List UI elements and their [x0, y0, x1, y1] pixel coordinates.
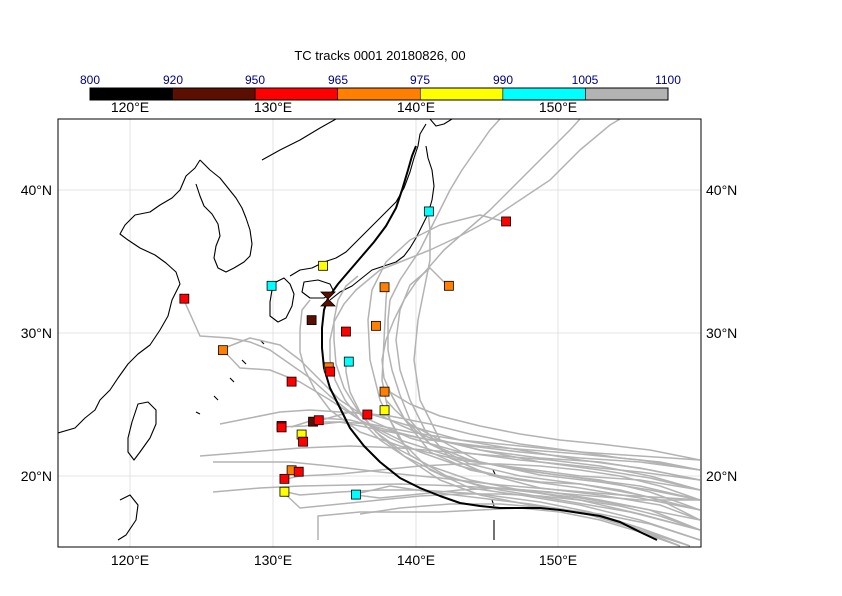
colorbar-label: 975: [410, 73, 430, 87]
colorbar-label: 1005: [572, 73, 599, 87]
track-end-marker: [379, 405, 390, 416]
track-end-marker: [298, 436, 308, 447]
track-end-marker: [266, 280, 277, 291]
track-end-marker: [218, 345, 228, 356]
right-tick-label: 20°N: [706, 468, 737, 484]
track-end-marker: [379, 282, 390, 293]
track-end-marker: [362, 409, 373, 420]
track-end-markers: [179, 206, 511, 500]
track-end-marker: [179, 293, 190, 304]
colorbar-label: 990: [493, 73, 513, 87]
map-area: [58, 119, 701, 547]
track-end-marker: [371, 320, 381, 331]
main-forecast-track: [321, 145, 658, 541]
ensemble-tracks: [182, 119, 701, 547]
axis-labels: 120°E 130°E 140°E 150°E 120°E 130°E 140°…: [21, 99, 738, 568]
track-end-marker: [286, 376, 297, 387]
bottom-tick-label: 130°E: [254, 552, 292, 568]
left-tick-label: 20°N: [21, 468, 52, 484]
track-end-marker: [443, 280, 454, 291]
track-end-marker: [318, 260, 328, 271]
track-end-marker: [343, 356, 354, 367]
track-end-marker: [379, 386, 390, 397]
left-tick-label: 40°N: [21, 182, 52, 198]
track-end-marker: [351, 489, 361, 500]
track-end-marker: [501, 216, 511, 227]
current-position-marker: [320, 291, 336, 307]
top-tick-label: 120°E: [111, 99, 149, 115]
left-tick-label: 30°N: [21, 325, 52, 341]
bottom-tick-label: 140°E: [397, 552, 435, 568]
top-tick-label: 130°E: [254, 99, 292, 115]
track-end-marker: [279, 486, 290, 497]
track-end-marker: [276, 422, 287, 433]
map-frame: [57, 118, 702, 548]
colorbar-label: 950: [245, 73, 265, 87]
colorbar-label: 800: [80, 73, 100, 87]
colorbar-segment: [585, 87, 669, 101]
right-tick-label: 30°N: [706, 325, 737, 341]
colorbar-label: 965: [328, 73, 348, 87]
figure-title: TC tracks 0001 20180826, 00: [294, 48, 465, 63]
bottom-tick-label: 150°E: [539, 552, 577, 568]
pressure-colorbar: 800 920 950 965 975 990 1005 1100: [80, 73, 681, 101]
top-tick-label: 140°E: [397, 99, 435, 115]
track-end-marker: [313, 415, 324, 426]
colorbar-label: 920: [163, 73, 183, 87]
track-end-marker: [341, 326, 351, 337]
colorbar-segment: [172, 87, 256, 101]
bottom-tick-label: 120°E: [111, 552, 149, 568]
right-tick-label: 40°N: [706, 182, 737, 198]
track-end-marker: [293, 466, 304, 477]
colorbar-label: 1100: [655, 73, 681, 87]
track-end-marker: [279, 473, 290, 484]
track-end-marker: [423, 206, 434, 217]
top-tick-label: 150°E: [539, 99, 577, 115]
track-end-marker: [325, 366, 336, 377]
track-end-marker: [306, 315, 317, 326]
